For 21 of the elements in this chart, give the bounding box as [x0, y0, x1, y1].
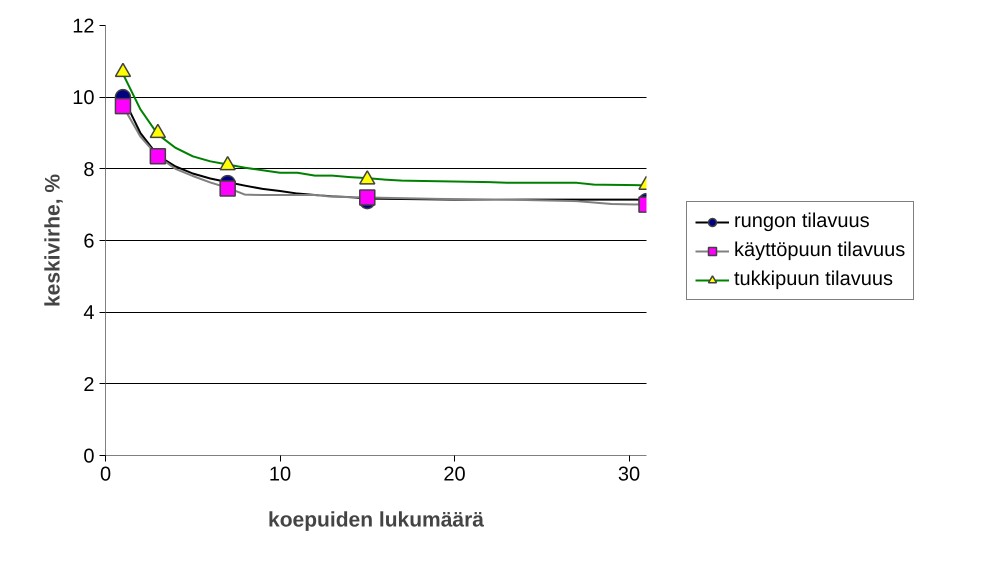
x-tick-label: 30 [618, 464, 640, 486]
y-axis-title: keskivirhe, % [41, 174, 64, 308]
y-tick-label: 4 [83, 302, 94, 324]
y-tick-label: 8 [83, 158, 94, 181]
x-tick-label: 10 [268, 464, 292, 486]
point [219, 180, 236, 197]
legend-label: tukkipuun tilavuus [734, 268, 893, 291]
point [114, 98, 132, 114]
x-tick-label: 0 [100, 464, 112, 486]
point [150, 124, 166, 138]
x-axis-title: koepuiden lukumäärä [268, 508, 484, 532]
x-tick-label: 20 [443, 464, 466, 486]
point [150, 148, 166, 165]
point [114, 62, 132, 78]
y-tick-label: 6 [83, 230, 94, 252]
y-tick-label: 0 [83, 446, 94, 468]
legend-label: rungon tilavuus [734, 210, 870, 233]
y-tick-label: 10 [72, 87, 95, 110]
y-tick-label: 12 [72, 16, 95, 38]
legend-label: käyttöpuun tilavuus [734, 239, 906, 262]
y-tick-label: 2 [83, 374, 94, 396]
